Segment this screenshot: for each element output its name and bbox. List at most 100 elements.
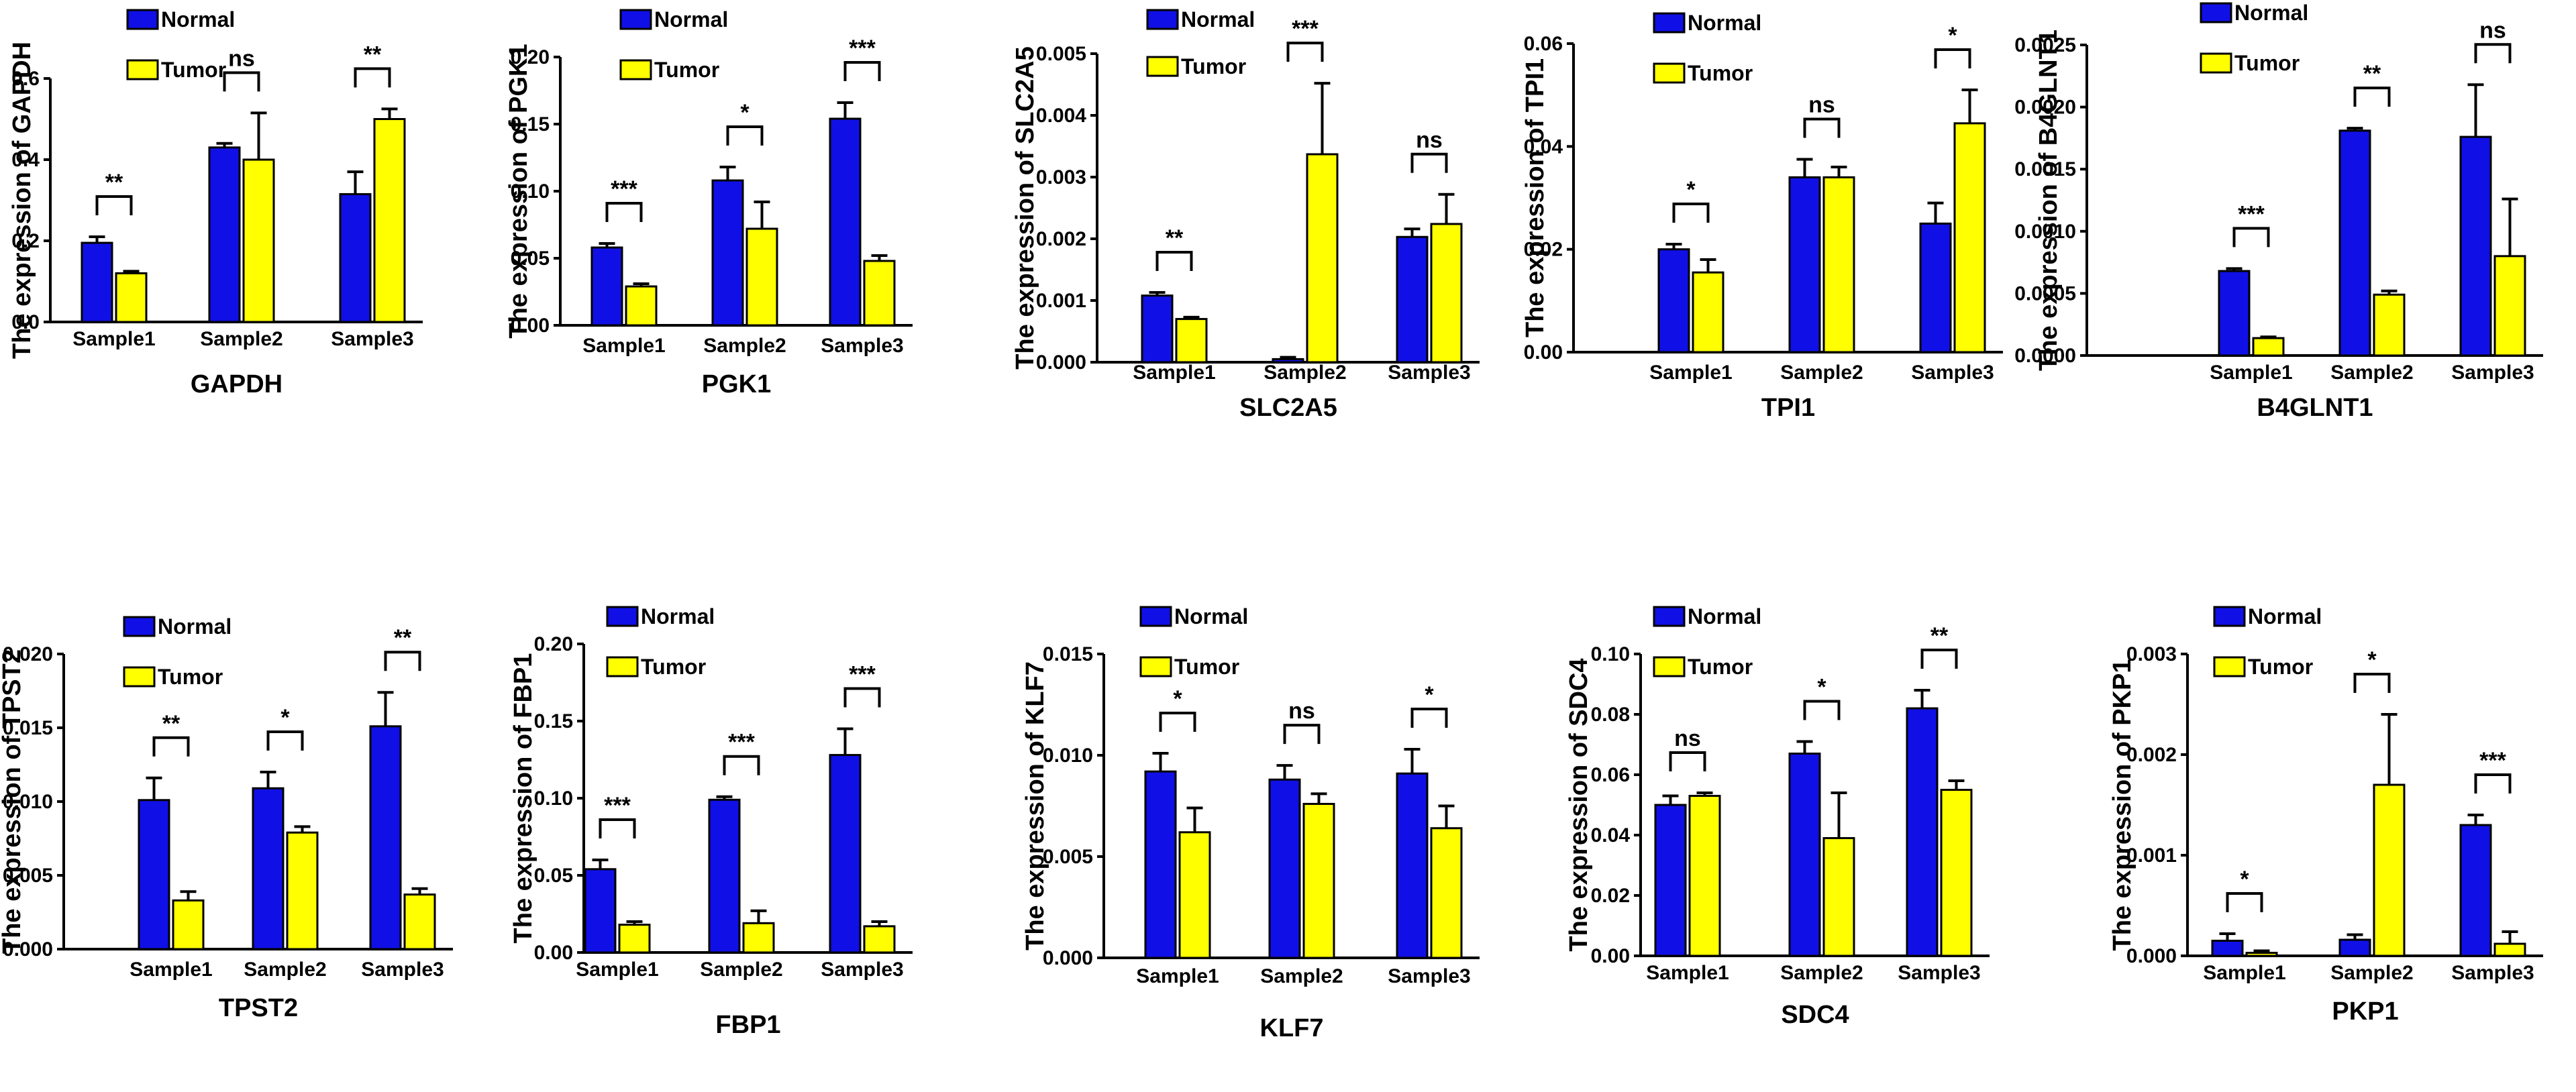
y-tick-label: 0.000: [2126, 945, 2177, 967]
bar-tumor-sample2: [1822, 176, 1855, 353]
y-tick-label: 0.003: [2126, 643, 2177, 665]
bar-tumor-sample3: [863, 925, 896, 954]
significance-bracket: [1283, 724, 1321, 745]
legend-swatch-tumor: [123, 666, 156, 688]
significance-bracket: [1286, 42, 1324, 62]
significance-label: ns: [2479, 17, 2506, 43]
bar-tumor-sample3: [373, 118, 406, 323]
y-tick-label: 0.00: [1524, 341, 1563, 364]
y-tick-label: 0.6: [11, 68, 40, 90]
x-tick-label: Sample1: [576, 959, 658, 981]
x-tick-label: Sample3: [821, 335, 903, 357]
significance-bracket: [384, 651, 421, 671]
y-tick-label: 0.20: [534, 633, 573, 655]
bar-normal-sample3: [339, 193, 372, 323]
significance-label: ***: [2479, 748, 2506, 773]
bar-tumor-sample3: [403, 893, 436, 950]
legend-label-normal: Normal: [2234, 1, 2308, 25]
legend: Normal Tumor: [1146, 7, 1255, 78]
significance-bracket: [1155, 251, 1193, 272]
y-tick-label: 0.0015: [2014, 158, 2076, 180]
significance-label: ns: [1674, 726, 1701, 751]
x-tick-label: Sample1: [2203, 962, 2285, 984]
x-tick-label: Sample2: [2330, 962, 2413, 984]
chart-panel-b4glnt1: Normal Tumor 0.0000 0.0005 0.0010 0.0015 0.002…: [2014, 1, 2543, 422]
chart-panel-tpst2: Normal Tumor 0.000 0.005 0.010 0.015 0.020The …: [0, 614, 453, 1022]
legend-label-normal: Normal: [2248, 604, 2322, 629]
bar-normal-sample1: [138, 799, 170, 950]
y-axis-label: The expression of TPI1: [1521, 58, 1549, 337]
y-tick-label: 0.002: [2126, 744, 2177, 766]
legend: Normal Tumor: [2200, 1, 2308, 75]
legend-swatch-normal: [606, 606, 639, 627]
y-tick-label: 0.005: [1043, 846, 1093, 868]
bar-tumor-sample1: [1692, 271, 1724, 353]
legend-label-tumor: Tumor: [158, 665, 223, 689]
bar-normal-sample2: [708, 798, 741, 954]
significance-bracket: [2474, 773, 2512, 794]
bar-tumor-sample1: [2252, 337, 2285, 357]
bar-tumor-sample2: [242, 158, 275, 323]
significance-label: ***: [604, 793, 631, 818]
bar-normal-sample1: [1144, 770, 1177, 959]
x-tick-label: Sample1: [1136, 965, 1219, 987]
significance-label: **: [1166, 225, 1184, 251]
bar-normal-sample3: [1396, 772, 1429, 959]
bar-normal-sample2: [1788, 753, 1821, 957]
significance-label: *: [280, 705, 290, 730]
y-tick-label: 0.10: [1591, 643, 1630, 665]
x-tick-label: Sample1: [1649, 362, 1732, 384]
x-tick-label: Sample3: [1911, 362, 1994, 384]
x-tick-label: Sample3: [2451, 962, 2534, 984]
x-tick-label: Sample3: [361, 959, 444, 981]
bar-tumor-sample1: [1178, 831, 1211, 959]
significance-bracket: [2232, 227, 2270, 248]
y-tick-label: 0.00: [1591, 945, 1630, 967]
chart-gene-title: SDC4: [1781, 1001, 1849, 1029]
bar-normal-sample1: [81, 241, 113, 323]
legend-swatch-tumor: [619, 59, 652, 80]
significance-label: **: [394, 625, 412, 651]
y-axis-label: The expression of SLC2A5: [1011, 46, 1039, 369]
legend-swatch-tumor: [2213, 656, 2246, 677]
y-tick-label: 0.003: [1036, 166, 1086, 188]
bar-tumor-sample2: [745, 227, 778, 327]
significance-bracket: [599, 818, 636, 838]
bar-tumor-sample1: [2245, 952, 2278, 957]
significance-label: ***: [1292, 16, 1319, 42]
x-tick-label: Sample2: [703, 335, 786, 357]
bar-tumor-sample2: [1306, 153, 1339, 364]
bar-normal-sample3: [829, 117, 862, 327]
bar-tumor-sample1: [172, 899, 205, 950]
bar-normal-sample2: [2338, 938, 2371, 957]
x-tick-label: Sample3: [1898, 962, 1980, 984]
legend-swatch-normal: [1653, 606, 1686, 627]
y-tick-label: 0.06: [1591, 764, 1630, 786]
legend: Normal Tumor: [1653, 604, 1761, 679]
legend-label-normal: Normal: [641, 604, 715, 629]
significance-bracket: [1159, 711, 1196, 732]
y-tick-label: 0.015: [3, 717, 53, 739]
y-tick-label: 0.0010: [2014, 221, 2076, 243]
significance-label: **: [364, 42, 382, 67]
legend-label-normal: Normal: [1181, 7, 1255, 32]
significance-bracket: [1410, 707, 1448, 728]
bar-normal-sample1: [2211, 940, 2244, 957]
bar-tumor-sample2: [1822, 837, 1855, 957]
y-tick-label: 0.15: [511, 113, 550, 135]
x-tick-label: Sample3: [2451, 362, 2534, 384]
significance-label: ***: [849, 662, 876, 688]
y-tick-label: 0.05: [534, 865, 573, 887]
chart-gene-title: TPI1: [1761, 394, 1815, 422]
significance-label: ***: [611, 176, 637, 202]
significance-label: *: [1686, 177, 1696, 203]
bar-tumor-sample3: [1940, 789, 1973, 957]
bar-normal-sample2: [1268, 778, 1301, 959]
significance-bracket: [1672, 203, 1710, 223]
bar-normal-sample3: [1906, 707, 1939, 957]
significance-label: **: [162, 711, 181, 736]
chart-panel-tpi1: Normal Tumor 0.00 0.02 0.04 0.06 The expressio…: [1521, 11, 2003, 422]
